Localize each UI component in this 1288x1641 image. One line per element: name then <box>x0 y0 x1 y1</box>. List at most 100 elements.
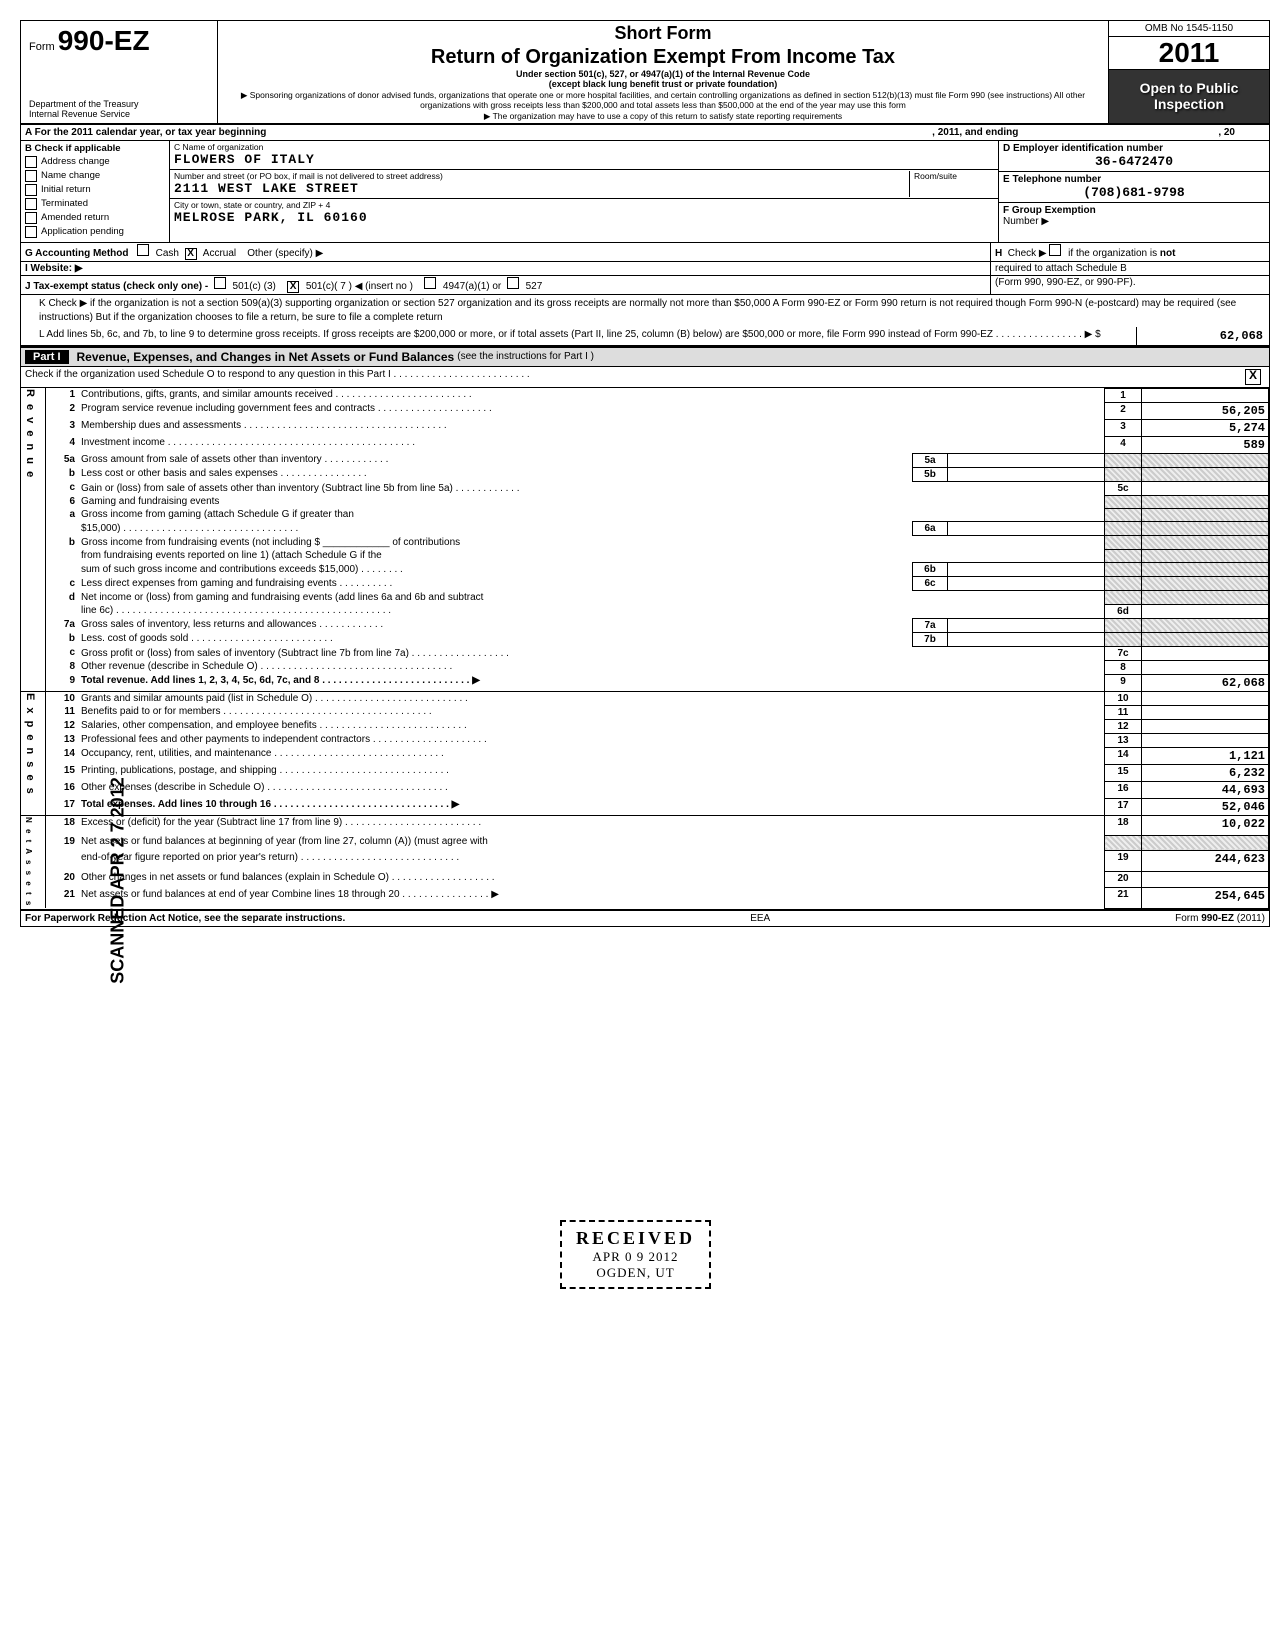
l3-desc: Membership dues and assessments . . . . … <box>78 419 1105 436</box>
part1-title: Revenue, Expenses, and Changes in Net As… <box>77 350 455 364</box>
line-7a: 7a Gross sales of inventory, less return… <box>21 618 1269 632</box>
l16-desc: Other expenses (describe in Schedule O) … <box>78 781 1105 798</box>
form-prefix: Form <box>29 41 55 53</box>
l5a-miniamt <box>948 453 1105 467</box>
l9-amt: 62,068 <box>1142 674 1269 691</box>
chk-501c3[interactable] <box>214 277 226 289</box>
chk-pending[interactable]: Application pending <box>25 226 165 238</box>
chk-accrual[interactable]: X <box>185 248 197 260</box>
l5c-amt <box>1142 481 1269 495</box>
row-k-text: K Check ▶ if the organization is not a s… <box>39 298 1236 323</box>
l13-num: 13 <box>46 733 79 747</box>
l6a-desc2: $15,000) . . . . . . . . . . . . . . . .… <box>78 522 913 536</box>
l5c-num: c <box>46 481 79 495</box>
line-7b: b Less. cost of goods sold . . . . . . .… <box>21 632 1269 646</box>
phone-label: E Telephone number <box>1003 174 1265 185</box>
part1-tag: Part I <box>25 350 69 364</box>
l4-num: 4 <box>46 436 79 453</box>
chk-527[interactable] <box>507 277 519 289</box>
l13-box: 13 <box>1105 733 1142 747</box>
chk-amended[interactable]: Amended return <box>25 212 165 224</box>
ein-value: 36-6472470 <box>1003 154 1265 169</box>
short-form-label: Short Form <box>222 23 1104 45</box>
line-2: 2 Program service revenue including gove… <box>21 402 1269 419</box>
chk-terminated[interactable]: Terminated <box>25 198 165 210</box>
l18-amt: 10,022 <box>1142 815 1269 835</box>
column-de: D Employer identification number 36-6472… <box>998 141 1269 242</box>
l6b-miniamt <box>948 563 1105 577</box>
section-a-pre: A For the 2011 calendar year, or tax yea… <box>25 127 266 138</box>
l13-amt <box>1142 733 1269 747</box>
l12-amt <box>1142 719 1269 733</box>
ein-label: D Employer identification number <box>1003 143 1265 154</box>
l6b-shade1 <box>1105 536 1142 550</box>
l6c-mini: 6c <box>913 577 948 591</box>
l15-num: 15 <box>46 764 79 781</box>
l6b-amtshade3 <box>1142 563 1269 577</box>
l5a-mini: 5a <box>913 453 948 467</box>
l7a-amtshade <box>1142 618 1269 632</box>
received-stamp: RECEIVED APR 0 9 2012 OGDEN, UT <box>560 1220 711 1289</box>
l9-num: 9 <box>46 674 79 691</box>
chk-name-change-label: Name change <box>41 170 100 181</box>
chk-4947[interactable] <box>424 277 436 289</box>
l15-amt: 6,232 <box>1142 764 1269 781</box>
chk-initial-return-label: Initial return <box>41 184 91 195</box>
l5a-num: 5a <box>46 453 79 467</box>
l8-num: 8 <box>46 660 79 674</box>
l4-amt: 589 <box>1142 436 1269 453</box>
city-value: MELROSE PARK, IL 60160 <box>174 210 994 225</box>
l11-amt <box>1142 705 1269 719</box>
chk-address-change[interactable]: Address change <box>25 156 165 168</box>
l6c-miniamt <box>948 577 1105 591</box>
line-9: 9 Total revenue. Add lines 1, 2, 3, 4, 5… <box>21 674 1269 691</box>
row-g-left: G Accounting Method Cash X Accrual Other… <box>21 243 990 261</box>
l5a-shade <box>1105 453 1142 467</box>
chk-501c-other[interactable]: X <box>287 281 299 293</box>
row-k: K Check ▶ if the organization is not a s… <box>21 295 1269 327</box>
sched-o-checkbox[interactable]: X <box>1245 369 1261 385</box>
open-public-2: Inspection <box>1113 96 1265 112</box>
received-title: RECEIVED <box>576 1228 695 1249</box>
street-label: Number and street (or PO box, if mail is… <box>174 171 909 181</box>
footer-right: Form 990-EZ (2011) <box>1175 913 1265 924</box>
l7c-num: c <box>46 646 79 660</box>
line-6b-2: from fundraising events reported on line… <box>21 549 1269 563</box>
line-5b: b Less cost or other basis and sales exp… <box>21 467 1269 481</box>
note1-text: Sponsoring organizations of donor advise… <box>250 90 1085 110</box>
l11-desc: Benefits paid to or for members . . . . … <box>78 705 1105 719</box>
l14-desc: Occupancy, rent, utilities, and maintena… <box>78 747 1105 764</box>
form-number: 990-EZ <box>58 25 150 56</box>
l6b-amtshade2 <box>1142 549 1269 563</box>
chk-cash[interactable] <box>137 244 149 256</box>
4947-label: 4947(a)(1) or <box>443 281 501 292</box>
line-6a-2: $15,000) . . . . . . . . . . . . . . . .… <box>21 522 1269 536</box>
l17-box: 17 <box>1105 798 1142 815</box>
tax-year: 2011 <box>1109 37 1269 70</box>
row-l-text: L Add lines 5b, 6c, and 7b, to line 9 to… <box>21 327 1136 345</box>
l5b-amtshade <box>1142 467 1269 481</box>
header-left: Form 990-EZ Department of the Treasury I… <box>21 21 218 123</box>
line-12: 12 Salaries, other compensation, and emp… <box>21 719 1269 733</box>
l2-desc: Program service revenue including govern… <box>78 402 1105 419</box>
l6a-shade1 <box>1105 508 1142 522</box>
l7a-mini: 7a <box>913 618 948 632</box>
line-21: 21 Net assets or fund balances at end of… <box>21 888 1269 908</box>
section-a-post: , 20 <box>1218 127 1235 138</box>
l17-amt: 52,046 <box>1142 798 1269 815</box>
entity-block: B Check if applicable Address change Nam… <box>21 141 1269 242</box>
l6-num: 6 <box>46 495 79 508</box>
section-a-row: A For the 2011 calendar year, or tax yea… <box>21 125 1269 141</box>
row-i: I Website: ▶ required to attach Schedule… <box>21 262 1269 276</box>
l7b-mini: 7b <box>913 632 948 646</box>
l19-num: 19 <box>46 835 79 850</box>
l7b-num: b <box>46 632 79 646</box>
column-b: B Check if applicable Address change Nam… <box>21 141 170 242</box>
chk-name-change[interactable]: Name change <box>25 170 165 182</box>
l10-box: 10 <box>1105 691 1142 705</box>
l7c-box: 7c <box>1105 646 1142 660</box>
chk-initial-return[interactable]: Initial return <box>25 184 165 196</box>
l6a-amtshade1 <box>1142 508 1269 522</box>
l1-desc: Contributions, gifts, grants, and simila… <box>78 388 1105 402</box>
chk-schedule-b[interactable] <box>1049 244 1061 256</box>
